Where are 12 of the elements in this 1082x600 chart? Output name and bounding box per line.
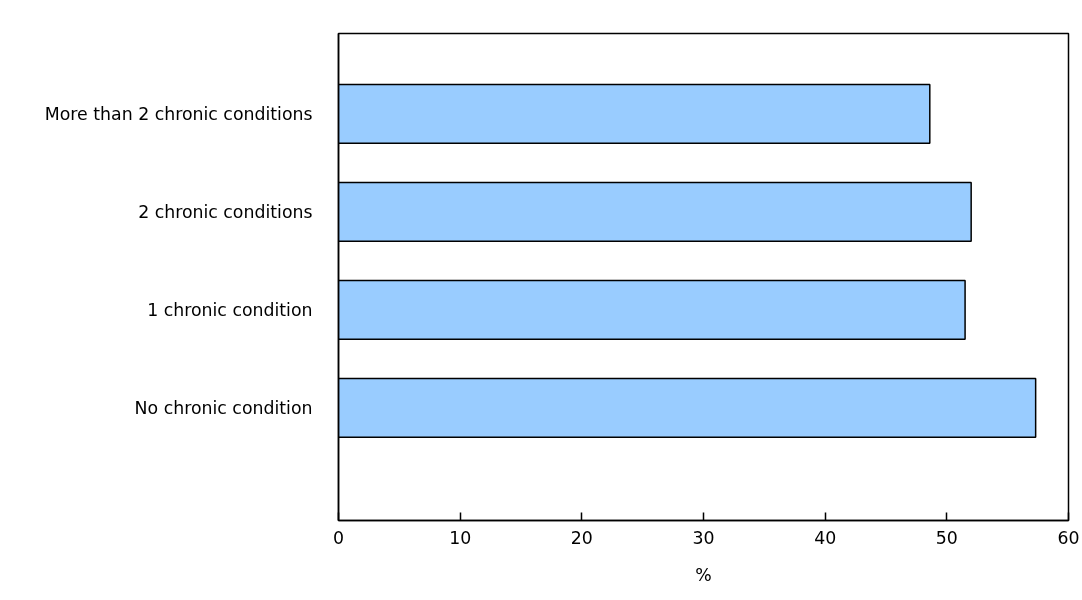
x-tick-label: 10 (449, 527, 472, 548)
x-tick-label: 60 (1057, 527, 1080, 548)
y-tick-label: 2 chronic conditions (138, 201, 313, 222)
x-tick-label: 40 (814, 527, 837, 548)
x-axis-title: % (695, 564, 712, 585)
x-tick-label: 50 (935, 527, 958, 548)
y-tick-label: 1 chronic condition (147, 299, 313, 320)
x-tick-label: 20 (570, 527, 593, 548)
x-tick-label: 0 (332, 527, 345, 548)
y-tick-label: More than 2 chronic conditions (44, 103, 313, 124)
y-tick-label: No chronic condition (134, 397, 313, 418)
x-tick-label: 30 (692, 527, 715, 548)
